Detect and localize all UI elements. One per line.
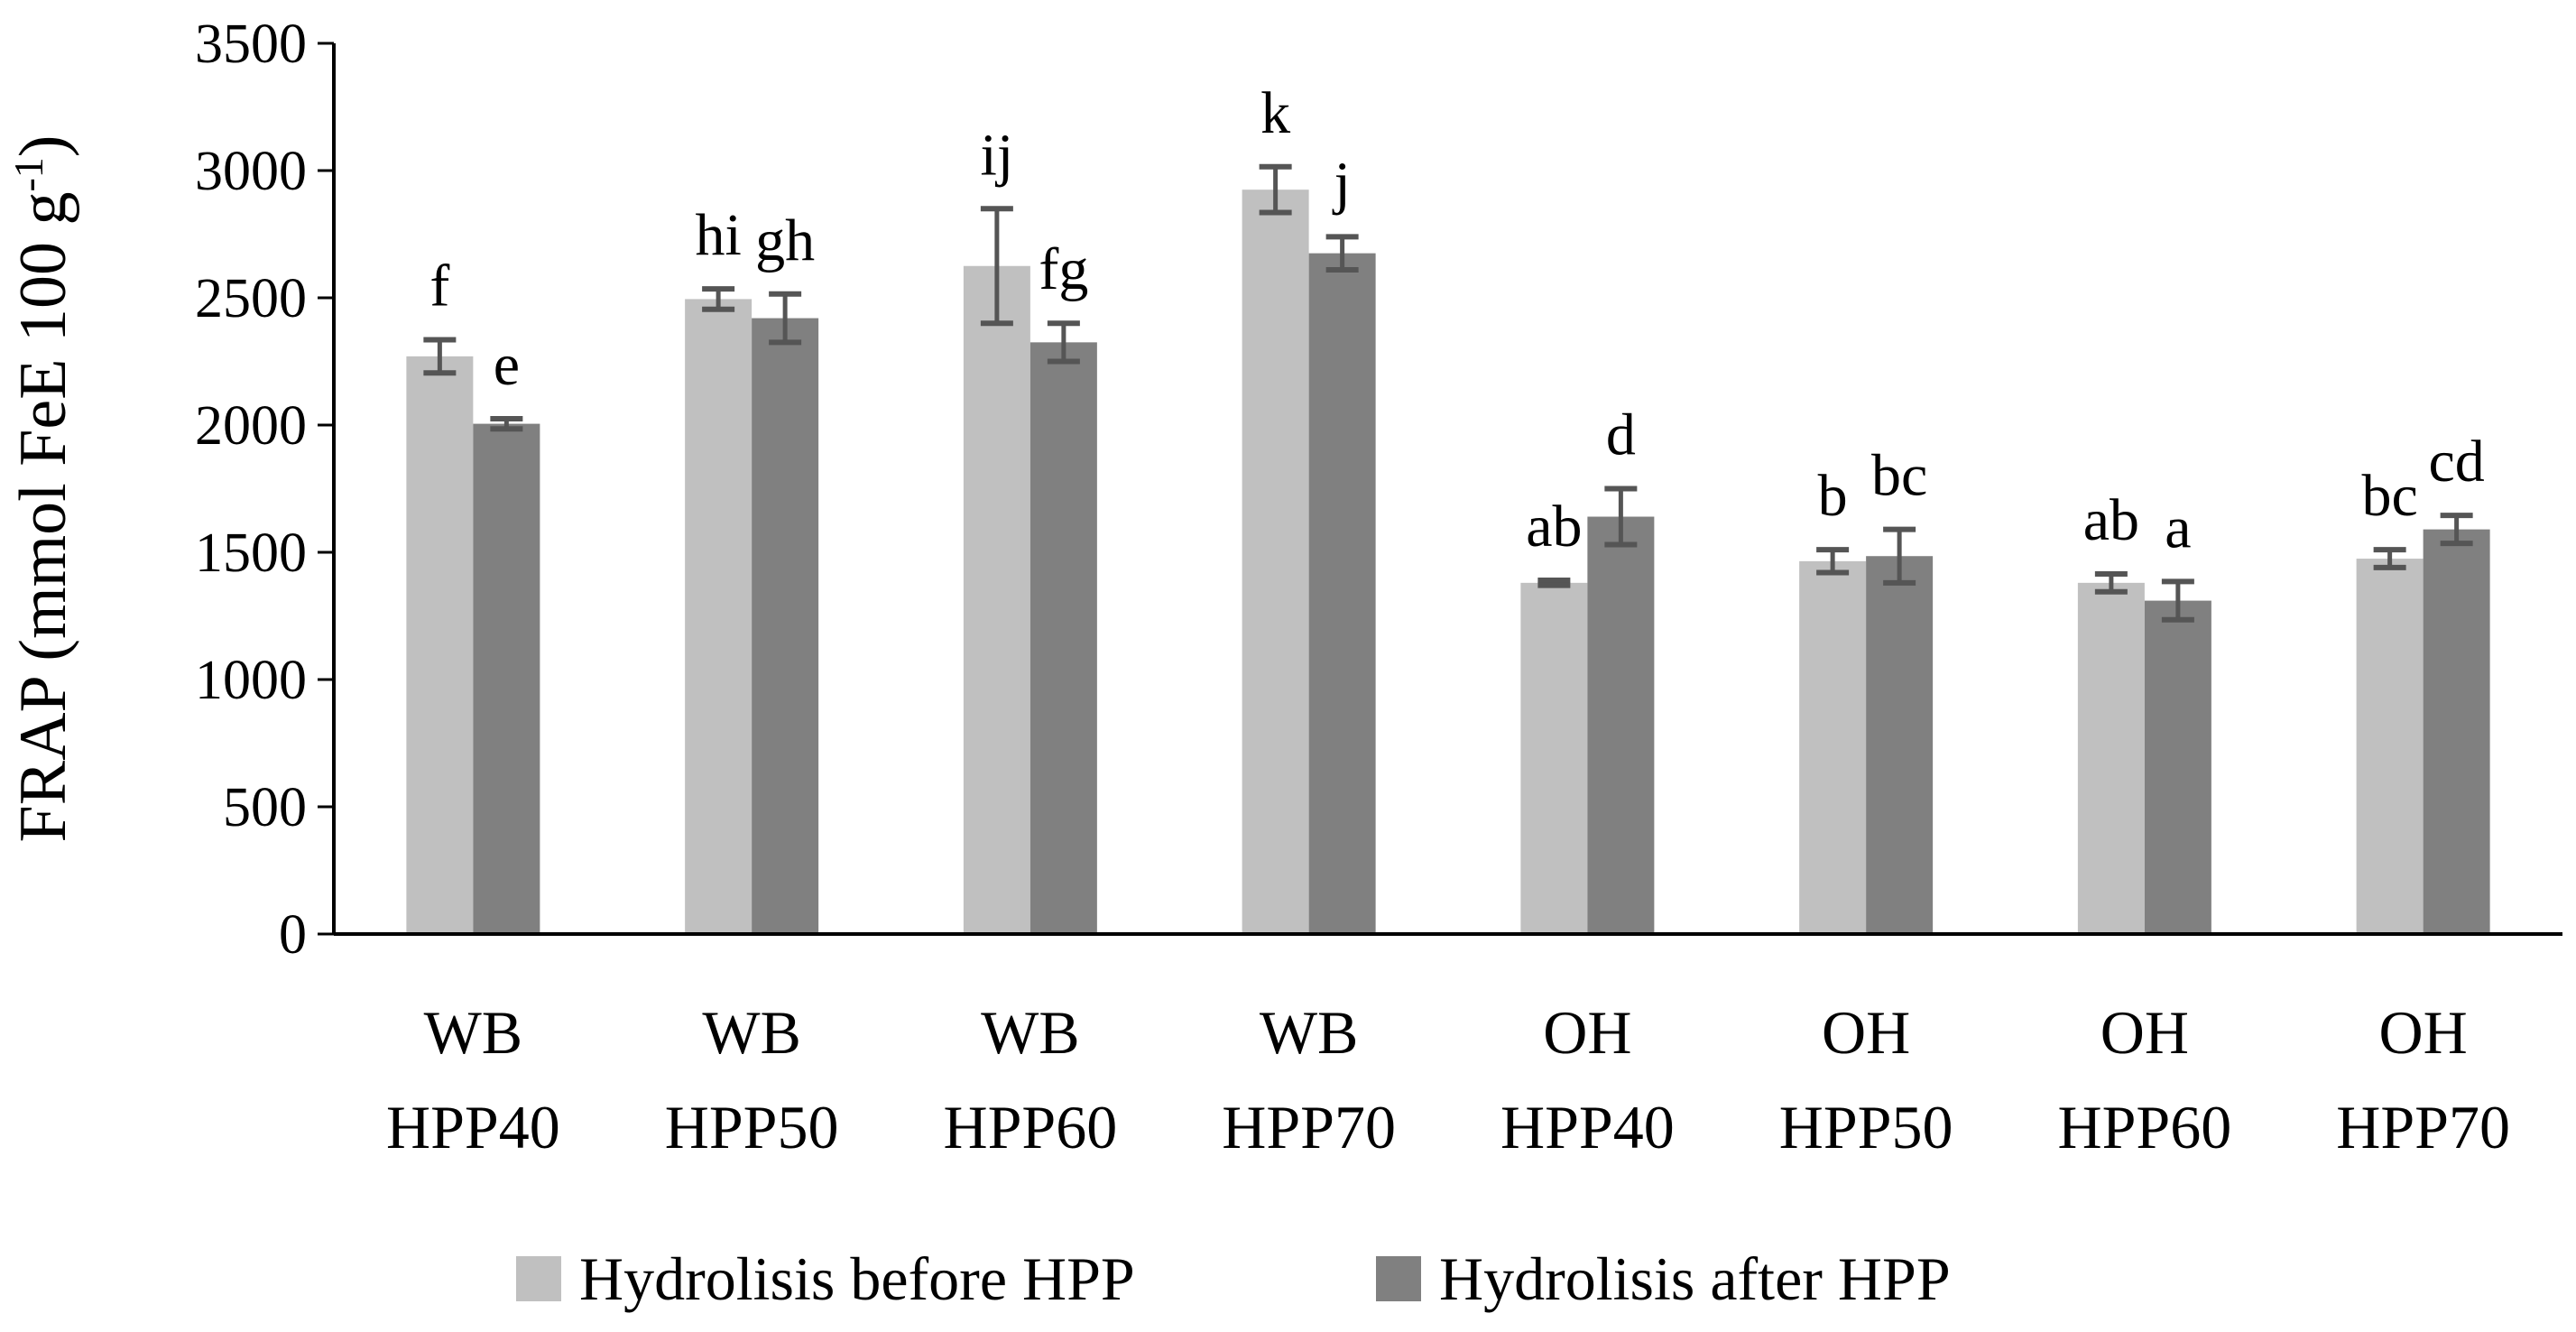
significance-letter: e	[494, 332, 520, 398]
significance-letters: f hi ij k ab b ab bc e gh fg j d bc a cd	[429, 80, 2484, 561]
significance-letter: k	[1260, 80, 1290, 146]
x-category-label: WB	[981, 998, 1080, 1067]
significance-letter: gh	[755, 208, 815, 273]
x-category-label: HPP40	[1500, 1093, 1675, 1161]
significance-letter: ab	[1526, 494, 1582, 560]
legend-swatch	[516, 1256, 561, 1301]
significance-letter: d	[1606, 402, 1636, 468]
bar	[2077, 582, 2145, 934]
error-bars	[423, 163, 2473, 623]
bar	[1799, 560, 1867, 934]
x-category-label: WB	[702, 998, 801, 1067]
bar	[1308, 253, 1376, 934]
significance-letter: bc	[2361, 463, 2417, 529]
x-category-label: HPP60	[944, 1093, 1118, 1161]
significance-letter: ij	[981, 122, 1014, 188]
bar	[406, 356, 474, 934]
significance-letter: bc	[1871, 443, 1927, 509]
x-category-label: HPP50	[665, 1093, 839, 1161]
y-tick-label: 3000	[195, 141, 307, 202]
significance-letter: b	[1818, 463, 1848, 529]
x-category-label: OH	[1822, 998, 1910, 1067]
x-category-label: HPP40	[386, 1093, 560, 1161]
significance-letter: hi	[695, 202, 741, 268]
x-category-label: OH	[2379, 998, 2468, 1067]
legend-label: Hydrolisis before HPP	[579, 1244, 1135, 1313]
x-category-label: OH	[1543, 998, 1631, 1067]
significance-letter: a	[2165, 495, 2191, 560]
bar	[473, 423, 540, 935]
significance-letter: fg	[1039, 236, 1088, 302]
y-axis-ticks: 0 500 1000 1500 2000 2500 3000 3500	[195, 14, 334, 966]
bar	[2144, 600, 2211, 934]
legend: Hydrolisis before HPP Hydrolisis after HP…	[516, 1244, 1951, 1313]
significance-letter: f	[429, 254, 449, 319]
x-category-label: WB	[424, 998, 523, 1067]
bar	[1587, 516, 1655, 934]
y-tick-label: 2500	[195, 268, 307, 329]
bar	[2423, 529, 2490, 934]
significance-letter: cd	[2428, 429, 2484, 495]
x-category-label: OH	[2101, 998, 2189, 1067]
x-category-label: HPP50	[1779, 1093, 1953, 1161]
x-category-label: HPP70	[1222, 1093, 1396, 1161]
y-tick-label: 0	[279, 904, 307, 966]
y-tick-label: 3500	[195, 14, 307, 75]
bar	[1520, 582, 1588, 934]
x-category-label: HPP70	[2336, 1093, 2510, 1161]
significance-letter: j	[1332, 150, 1350, 216]
bar	[1029, 342, 1097, 935]
x-axis-category-labels: WB HPP40 WB HPP50 WB HPP60 WB HPP70 OH HPP40 OH HPP…	[386, 998, 2510, 1161]
bars	[406, 190, 2490, 935]
significance-letter: ab	[2083, 487, 2139, 553]
legend-label: Hydrolisis after HPP	[1439, 1244, 1951, 1313]
bar	[752, 318, 819, 934]
x-category-label: WB	[1260, 998, 1359, 1067]
bar	[685, 299, 752, 934]
bar	[1242, 190, 1309, 934]
legend-swatch	[1376, 1256, 1421, 1301]
y-tick-label: 1500	[195, 523, 307, 584]
y-axis-title: FRAP (mmol FeE 100 g-1)	[5, 135, 81, 843]
bar	[1866, 556, 1934, 934]
bar	[963, 265, 1030, 934]
bar	[2356, 559, 2424, 934]
y-tick-label: 2000	[195, 395, 307, 457]
x-category-label: HPP60	[2058, 1093, 2232, 1161]
y-tick-label: 1000	[195, 650, 307, 711]
y-tick-label: 500	[223, 777, 307, 838]
